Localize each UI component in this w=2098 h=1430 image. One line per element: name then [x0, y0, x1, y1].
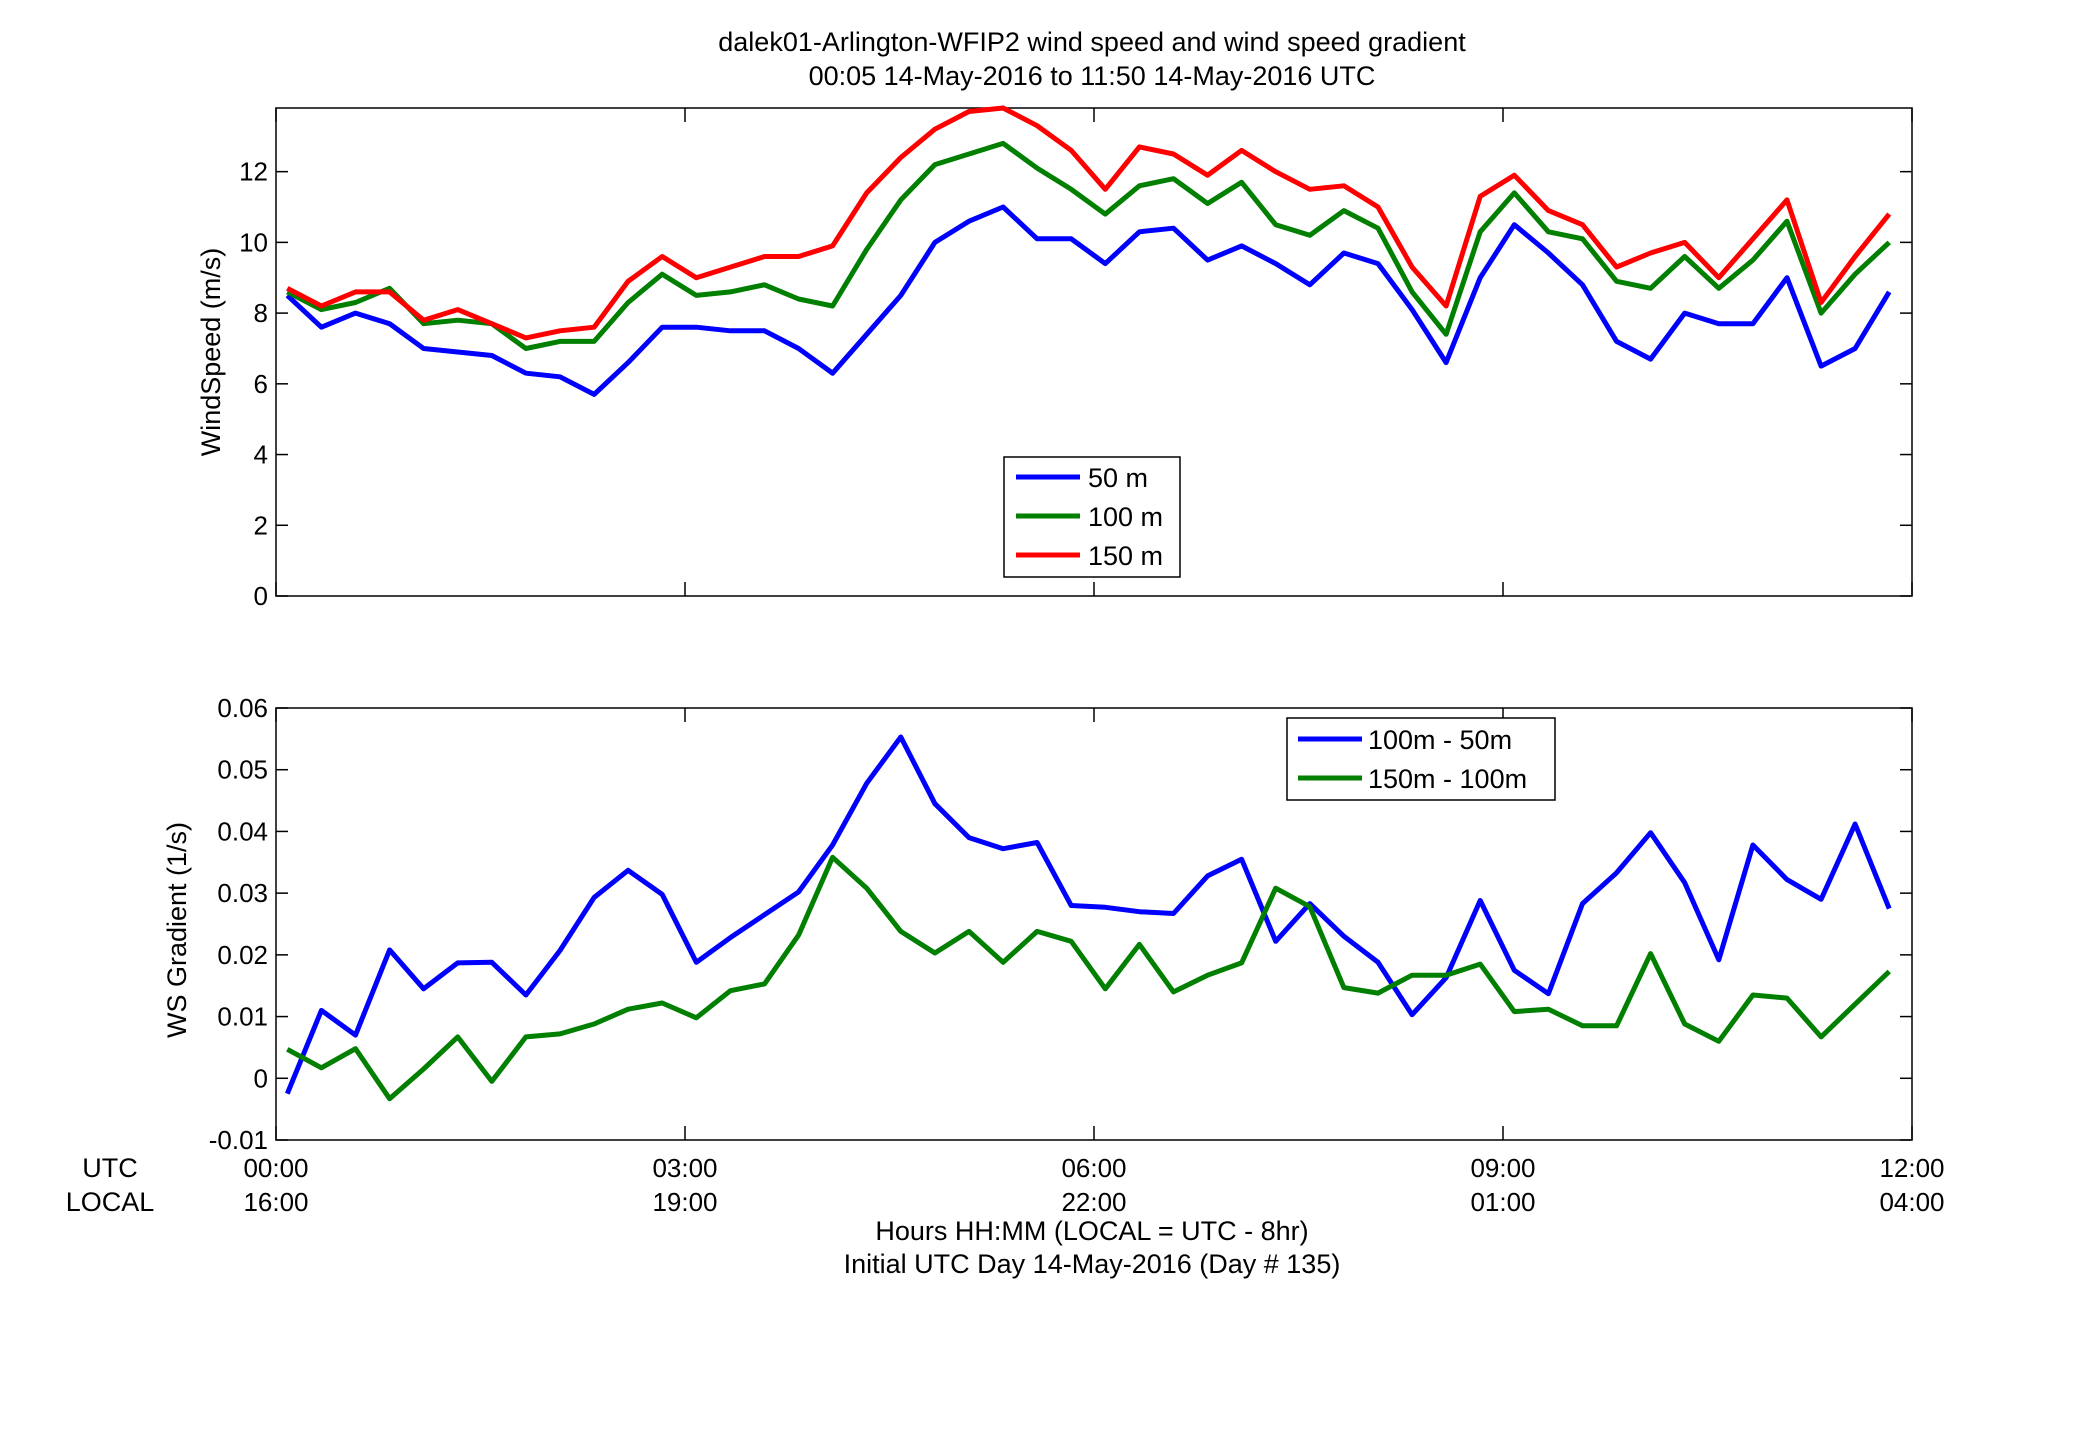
gradient-ytick-label: 0.02 [217, 940, 268, 970]
gradient-ytick-label: 0 [254, 1063, 268, 1093]
local-tick-label: 16:00 [243, 1187, 308, 1217]
gradient-ytick-label: 0.01 [217, 1002, 268, 1032]
windspeed-ytick-label: 8 [254, 298, 268, 328]
windspeed-ytick-label: 4 [254, 440, 268, 470]
legend-label-50m: 50 m [1088, 463, 1148, 493]
gradient-plot-frame [275, 707, 1913, 1141]
windspeed-series-100-m-line [286, 140, 1891, 351]
legend-label-100m: 100 m [1088, 502, 1163, 532]
utc-tick-label: 00:00 [243, 1153, 308, 1183]
local-row-label: LOCAL [66, 1187, 155, 1217]
gradient-legend-box [1286, 717, 1556, 801]
windspeed-ytick-label: 12 [239, 157, 268, 187]
gradient-series-100m-50m-line [284, 734, 1892, 1095]
legend-label-150m-100m: 150m - 100m [1368, 764, 1527, 794]
chart-title: dalek01-Arlington-WFIP2 wind speed and w… [718, 27, 1466, 57]
utc-tick-label: 06:00 [1061, 1153, 1126, 1183]
windspeed-ytick-label: 6 [254, 369, 268, 399]
local-tick-label: 01:00 [1470, 1187, 1535, 1217]
gradient-legend: 100m - 50m 150m - 100m [1286, 717, 1556, 801]
gradient-ytick-label: 0.05 [217, 755, 268, 785]
gradient-ytick-label: 0.03 [217, 878, 268, 908]
legend-label-100m-50m: 100m - 50m [1368, 725, 1512, 755]
legend-label-150m: 150 m [1088, 541, 1163, 571]
windspeed-plot: 0 2 4 6 8 10 12 [239, 105, 1913, 611]
windspeed-ytick-label: 10 [239, 227, 268, 257]
gradient-ytick-label: 0.06 [217, 693, 268, 723]
windspeed-series-150-m-line [286, 105, 1892, 341]
chart-subtitle: 00:05 14-May-2016 to 11:50 14-May-2016 U… [809, 61, 1376, 91]
x-axis-label: Hours HH:MM (LOCAL = UTC - 8hr) [875, 1216, 1308, 1246]
gradient-series-150m-100m-line [286, 854, 1891, 1102]
windspeed-ytick-label: 0 [254, 581, 268, 611]
x-tick-labels: 00:00 16:00 03:00 19:00 06:00 22:00 09:00 01:00… [243, 1153, 1944, 1217]
local-tick-label: 19:00 [652, 1187, 717, 1217]
windspeed-y-axis-label: WindSpeed (m/s) [196, 248, 226, 457]
windspeed-ytick-label: 2 [254, 510, 268, 540]
utc-tick-label: 12:00 [1879, 1153, 1944, 1183]
gradient-y-axis-label: WS Gradient (1/s) [162, 822, 192, 1038]
x-axis-sublabel: Initial UTC Day 14-May-2016 (Day # 135) [844, 1249, 1341, 1279]
utc-tick-label: 09:00 [1470, 1153, 1535, 1183]
gradient-ytick-label: -0.01 [209, 1125, 268, 1155]
windspeed-legend: 50 m 100 m 150 m [1003, 456, 1181, 578]
local-tick-label: 04:00 [1879, 1187, 1944, 1217]
gradient-plot: -0.01 0 0.01 0.02 0.03 0.04 0.05 0.06 [209, 693, 1913, 1155]
local-tick-label: 22:00 [1061, 1187, 1126, 1217]
utc-tick-label: 03:00 [652, 1153, 717, 1183]
utc-row-label: UTC [82, 1153, 138, 1183]
windspeed-series-50-m-line [285, 204, 1892, 397]
gradient-ytick-label: 0.04 [217, 816, 268, 846]
